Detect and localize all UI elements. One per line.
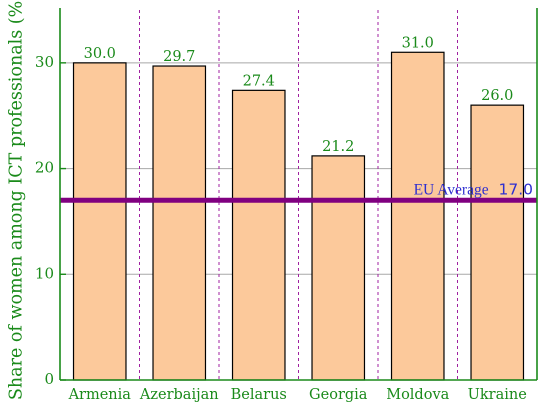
bar-armenia bbox=[72, 62, 127, 381]
y-tick-label: 10 bbox=[35, 264, 54, 282]
x-tick-label: Georgia bbox=[309, 387, 368, 403]
data-label: 29.7 bbox=[163, 49, 195, 65]
bar-belarus bbox=[231, 89, 286, 381]
bar-georgia bbox=[311, 155, 366, 381]
x-axis-category-labels: Armenia Azerbaijan Belarus Georgia Moldova Uk… bbox=[68, 387, 527, 403]
data-label: 30.0 bbox=[84, 46, 116, 62]
y-axis-title: Share of women among ICT professionals (… bbox=[7, 0, 27, 400]
x-tick-label: Moldova bbox=[386, 387, 449, 403]
axes bbox=[59, 8, 538, 381]
eu-average-reference: EU Average 17.0 bbox=[60, 180, 537, 203]
y-tick-label: 0 bbox=[44, 370, 54, 388]
bar-value-labels: 30.0 29.7 27.4 21.2 31.0 26.0 bbox=[84, 35, 514, 155]
data-label: 21.2 bbox=[322, 139, 354, 155]
bars bbox=[72, 51, 525, 381]
eu-average-label: EU Average 17.0 bbox=[414, 180, 533, 198]
data-label: 31.0 bbox=[402, 35, 434, 51]
x-tick-label: Armenia bbox=[68, 387, 132, 403]
bar-azerbaijan bbox=[152, 65, 207, 381]
x-tick-label: Azerbaijan bbox=[139, 387, 219, 403]
data-label: 26.0 bbox=[481, 88, 513, 104]
data-label: 27.4 bbox=[243, 73, 275, 89]
y-tick-label: 20 bbox=[35, 159, 54, 177]
bar-moldova bbox=[390, 51, 445, 381]
vertical-gridlines bbox=[139, 10, 458, 380]
y-tick-label: 30 bbox=[35, 53, 54, 71]
x-tick-label: Belarus bbox=[231, 387, 287, 403]
eu-average-label-text: EU Average bbox=[414, 181, 489, 198]
y-axis-ticks: 0 10 20 30 bbox=[35, 53, 66, 388]
eu-average-label-value: 17.0 bbox=[498, 180, 533, 198]
bar-ukraine bbox=[470, 104, 525, 381]
x-tick-label: Ukraine bbox=[468, 387, 527, 403]
